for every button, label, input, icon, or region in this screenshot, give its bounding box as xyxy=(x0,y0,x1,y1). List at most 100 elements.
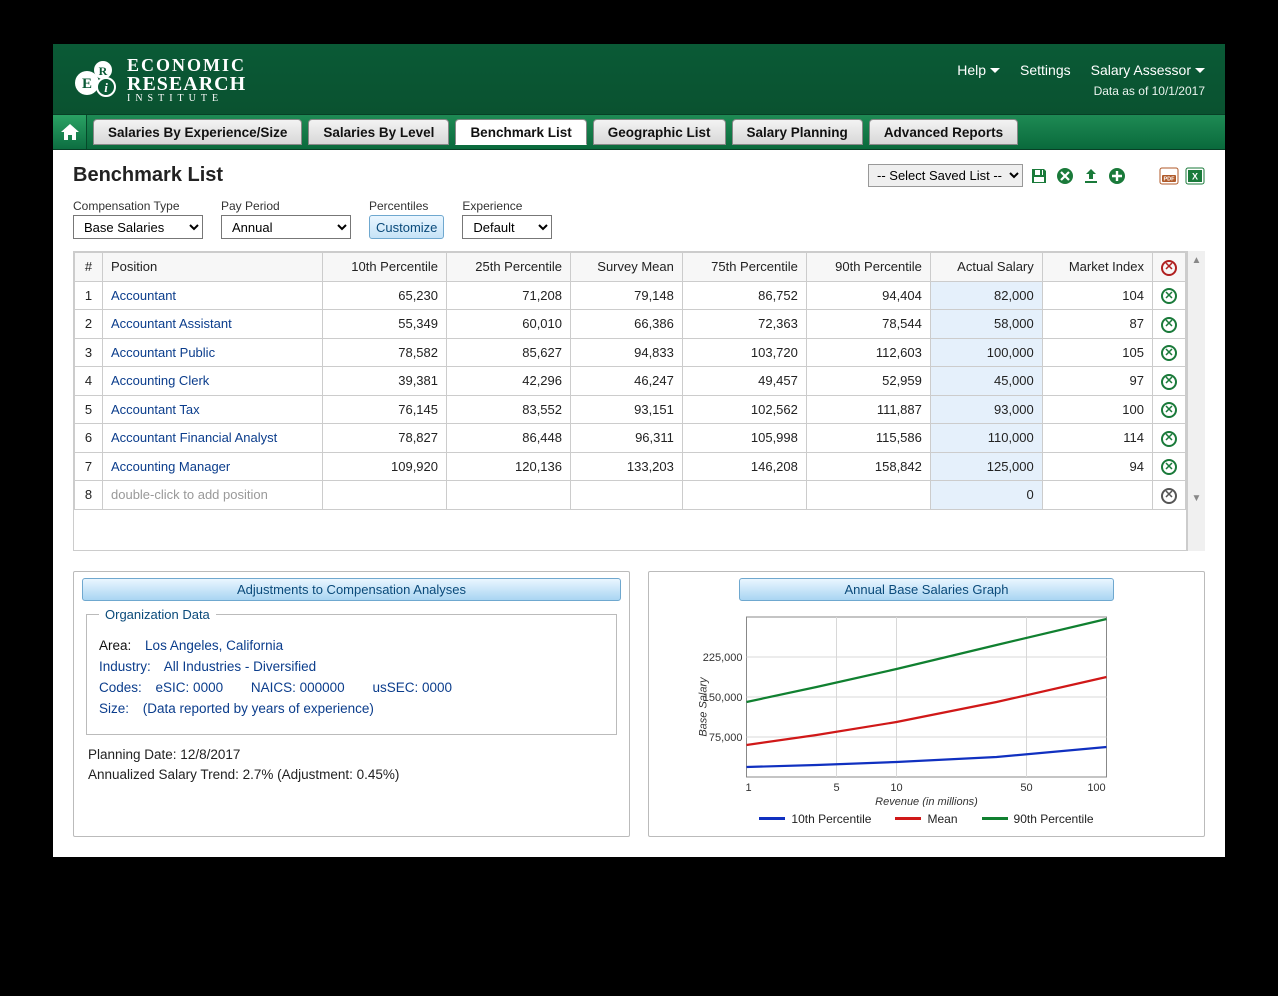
scroll-up-icon[interactable]: ▲ xyxy=(1188,251,1205,269)
svg-text:Revenue (in millions): Revenue (in millions) xyxy=(875,796,978,807)
table-row[interactable]: 6Accountant Financial Analyst78,82786,44… xyxy=(75,424,1186,453)
settings-link[interactable]: Settings xyxy=(1020,62,1071,78)
organization-data-fieldset: Organization Data Area: Los Angeles, Cal… xyxy=(86,607,617,735)
org-code-ussec: usSEC: 0000 xyxy=(372,680,452,695)
home-button[interactable] xyxy=(53,115,87,149)
table-scrollbar[interactable]: ▲ ▼ xyxy=(1187,251,1205,551)
filter-experience: Experience Default xyxy=(462,199,552,239)
series-mean xyxy=(747,677,1107,745)
col-header[interactable]: Market Index xyxy=(1042,253,1152,282)
svg-text:E: E xyxy=(82,76,92,92)
col-header[interactable]: Position xyxy=(103,253,323,282)
scroll-down-icon[interactable]: ▼ xyxy=(1188,489,1205,507)
page-toolbar: -- Select Saved List -- PDF xyxy=(868,164,1205,187)
excel-export-icon[interactable]: X xyxy=(1185,166,1205,186)
row-delete-icon[interactable]: ✕ xyxy=(1161,402,1177,418)
svg-text:i: i xyxy=(104,80,108,95)
row-delete-icon[interactable]: ✕ xyxy=(1161,488,1177,504)
svg-text:5: 5 xyxy=(833,782,839,794)
row-delete-icon[interactable]: ✕ xyxy=(1161,345,1177,361)
home-icon xyxy=(60,123,80,141)
col-header[interactable]: # xyxy=(75,253,103,282)
position-link[interactable]: Accountant Assistant xyxy=(111,316,232,331)
planning-info: Planning Date: 12/8/2017 Annualized Sala… xyxy=(88,745,615,786)
adjustments-panel: Adjustments to Compensation Analyses Org… xyxy=(73,571,630,837)
saved-list-select[interactable]: -- Select Saved List -- xyxy=(868,164,1023,187)
col-header[interactable]: 90th Percentile xyxy=(806,253,930,282)
pdf-export-icon[interactable]: PDF xyxy=(1159,166,1179,186)
table-row[interactable]: 2Accountant Assistant55,34960,01066,3867… xyxy=(75,310,1186,339)
table-row[interactable]: 4Accounting Clerk39,38142,29646,24749,45… xyxy=(75,367,1186,396)
nav-tab-geographic-list[interactable]: Geographic List xyxy=(593,119,726,145)
table-row[interactable]: 1Accountant65,23071,20879,14886,75294,40… xyxy=(75,281,1186,310)
page-title: Benchmark List xyxy=(73,164,223,187)
row-delete-icon[interactable]: ✕ xyxy=(1161,459,1177,475)
row-delete-icon[interactable]: ✕ xyxy=(1161,431,1177,447)
chart-panel: Annual Base Salaries Graph Base Salary xyxy=(648,571,1205,837)
position-link[interactable]: Accountant Public xyxy=(111,345,215,360)
table-row[interactable]: 7Accounting Manager109,920120,136133,203… xyxy=(75,452,1186,481)
row-delete-icon[interactable]: ✕ xyxy=(1161,374,1177,390)
chart-legend: 10th Percentile Mean 90th Percentile xyxy=(659,812,1194,826)
col-header[interactable]: Survey Mean xyxy=(571,253,683,282)
svg-text:75,000: 75,000 xyxy=(709,732,743,744)
delete-icon[interactable] xyxy=(1055,166,1075,186)
main-nav: Salaries By Experience/SizeSalaries By L… xyxy=(53,114,1225,150)
org-industry-value[interactable]: All Industries - Diversified xyxy=(164,659,316,674)
table-row-empty[interactable]: 8double-click to add position0✕ xyxy=(75,481,1186,510)
position-link[interactable]: Accounting Clerk xyxy=(111,373,209,388)
comp-type-select[interactable]: Base Salaries xyxy=(73,215,203,239)
experience-select[interactable]: Default xyxy=(462,215,552,239)
add-icon[interactable] xyxy=(1107,166,1127,186)
table-row[interactable]: 3Accountant Public78,58285,62794,833103,… xyxy=(75,338,1186,367)
salary-assessor-menu[interactable]: Salary Assessor xyxy=(1091,62,1205,78)
brand-line3: INSTITUTE xyxy=(127,94,246,104)
nav-tab-salaries-by-experience-size[interactable]: Salaries By Experience/Size xyxy=(93,119,302,145)
col-header[interactable]: 75th Percentile xyxy=(682,253,806,282)
logo-mark-icon: E R i xyxy=(73,57,119,103)
position-link[interactable]: Accountant Financial Analyst xyxy=(111,430,277,445)
chart-panel-header[interactable]: Annual Base Salaries Graph xyxy=(739,578,1114,601)
nav-tab-benchmark-list[interactable]: Benchmark List xyxy=(455,119,586,145)
chart-area: Base Salary 225,000 150,000 xyxy=(649,607,1204,836)
chart-y-label: Base Salary xyxy=(698,675,710,736)
legend-mean: Mean xyxy=(895,812,957,826)
svg-text:1: 1 xyxy=(745,782,751,794)
planning-date: Planning Date: 12/8/2017 xyxy=(88,745,615,765)
filter-comp-type-label: Compensation Type xyxy=(73,199,203,213)
row-delete-icon[interactable]: ✕ xyxy=(1161,317,1177,333)
filter-experience-label: Experience xyxy=(462,199,552,213)
legend-p10: 10th Percentile xyxy=(759,812,871,826)
position-link[interactable]: Accounting Manager xyxy=(111,459,230,474)
svg-text:X: X xyxy=(1192,171,1198,181)
svg-text:225,000: 225,000 xyxy=(703,652,743,664)
customize-percentiles-button[interactable]: Customize xyxy=(369,215,444,239)
pay-period-select[interactable]: Annual xyxy=(221,215,351,239)
svg-text:100: 100 xyxy=(1087,782,1105,794)
position-link[interactable]: Accountant Tax xyxy=(111,402,200,417)
clear-all-icon[interactable]: ✕ xyxy=(1161,260,1177,276)
svg-text:50: 50 xyxy=(1020,782,1032,794)
nav-tab-salary-planning[interactable]: Salary Planning xyxy=(732,119,863,145)
add-position-placeholder[interactable]: double-click to add position xyxy=(111,487,268,502)
svg-text:R: R xyxy=(99,64,108,78)
save-icon[interactable] xyxy=(1029,166,1049,186)
adjustments-panel-header[interactable]: Adjustments to Compensation Analyses xyxy=(82,578,621,601)
series-p10 xyxy=(747,747,1107,767)
bottom-panels: Adjustments to Compensation Analyses Org… xyxy=(73,571,1205,837)
col-header[interactable]: 25th Percentile xyxy=(447,253,571,282)
help-menu[interactable]: Help xyxy=(957,62,1000,78)
brand-text: ECONOMIC RESEARCH INSTITUTE xyxy=(127,56,246,104)
row-delete-icon[interactable]: ✕ xyxy=(1161,288,1177,304)
nav-tab-salaries-by-level[interactable]: Salaries By Level xyxy=(308,119,449,145)
org-industry-label: Industry: xyxy=(99,659,151,674)
org-codes-label: Codes: xyxy=(99,680,142,695)
col-header[interactable]: Actual Salary xyxy=(930,253,1042,282)
upload-icon[interactable] xyxy=(1081,166,1101,186)
position-link[interactable]: Accountant xyxy=(111,288,176,303)
col-header[interactable]: 10th Percentile xyxy=(323,253,447,282)
table-row[interactable]: 5Accountant Tax76,14583,55293,151102,562… xyxy=(75,395,1186,424)
org-area-value[interactable]: Los Angeles, California xyxy=(145,638,283,653)
filter-pay-period: Pay Period Annual xyxy=(221,199,351,239)
nav-tab-advanced-reports[interactable]: Advanced Reports xyxy=(869,119,1018,145)
